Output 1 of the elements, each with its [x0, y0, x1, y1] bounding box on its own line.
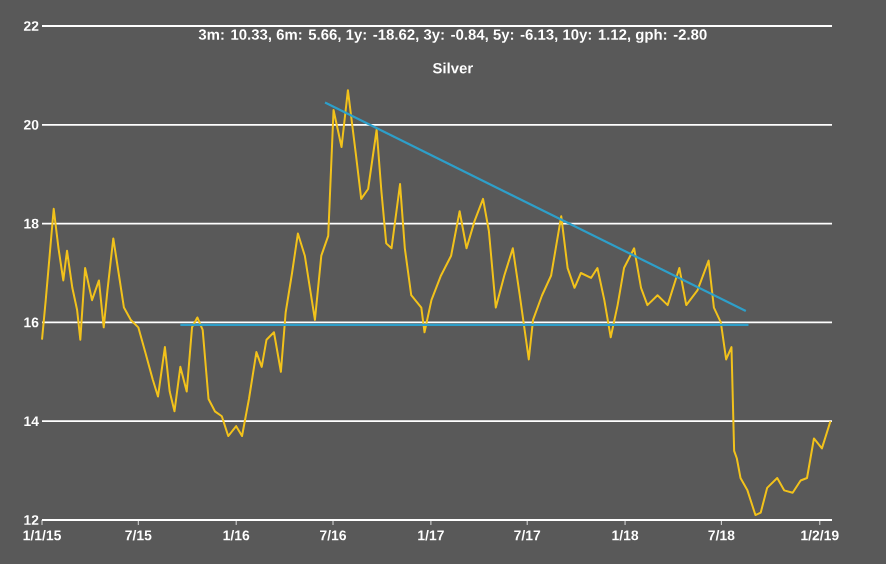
- line-series: [41, 89, 832, 517]
